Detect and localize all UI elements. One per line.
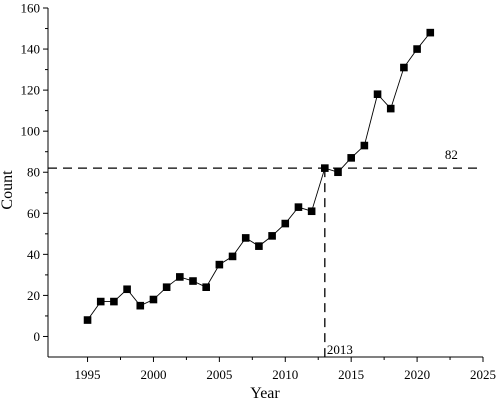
data-point — [413, 45, 421, 53]
data-point — [360, 141, 369, 150]
data-point — [426, 28, 435, 37]
data-point — [400, 63, 408, 72]
y-tick-label: 20 — [27, 288, 40, 303]
data-point — [268, 232, 276, 240]
data-point — [228, 252, 237, 261]
data-point — [281, 219, 290, 228]
x-tick-label: 2010 — [272, 367, 298, 382]
data-point — [241, 234, 250, 242]
reference-label-horizontal: 82 — [445, 147, 458, 162]
data-point — [162, 283, 171, 291]
x-tick-label: 2015 — [338, 367, 364, 382]
y-tick-label: 40 — [27, 247, 40, 262]
data-point — [123, 285, 131, 294]
y-tick-label: 140 — [21, 42, 41, 57]
reference-lines: 82 2013 — [48, 147, 480, 357]
data-point — [136, 301, 145, 310]
data-point — [334, 168, 342, 177]
axes-layer: 1995 2000 2005 2010 2015 2020 2025 0 20 40 60 80 100… — [21, 1, 497, 383]
y-tick-label: 60 — [27, 206, 40, 221]
x-axis-title: Year — [250, 385, 280, 402]
data-point — [83, 316, 92, 324]
data-point — [373, 90, 382, 99]
y-tick-label: 80 — [27, 165, 40, 180]
data-point — [215, 260, 224, 269]
x-tick-label: 1995 — [75, 367, 101, 382]
x-tick-label: 2000 — [140, 367, 166, 382]
series-layer — [83, 28, 435, 324]
data-point — [294, 203, 303, 211]
data-point — [176, 273, 184, 281]
y-tick-label: 100 — [21, 124, 41, 139]
reference-label-vertical: 2013 — [327, 342, 353, 357]
data-point — [386, 104, 395, 113]
y-tick-label: 160 — [21, 1, 41, 16]
data-point — [347, 154, 355, 162]
data-point — [255, 242, 263, 250]
y-tick-label: 120 — [21, 83, 41, 98]
data-point — [321, 164, 329, 172]
x-tick-label: 2005 — [206, 367, 232, 382]
data-point — [307, 207, 316, 216]
y-tick-label: 0 — [34, 329, 41, 344]
x-tick-label: 2025 — [470, 367, 496, 382]
data-point — [110, 297, 118, 306]
y-axis-title: Count — [0, 170, 16, 210]
data-point — [149, 295, 158, 304]
x-tick-label: 2020 — [404, 367, 430, 382]
data-point — [96, 297, 105, 306]
data-point — [202, 283, 210, 291]
data-point — [189, 277, 197, 285]
